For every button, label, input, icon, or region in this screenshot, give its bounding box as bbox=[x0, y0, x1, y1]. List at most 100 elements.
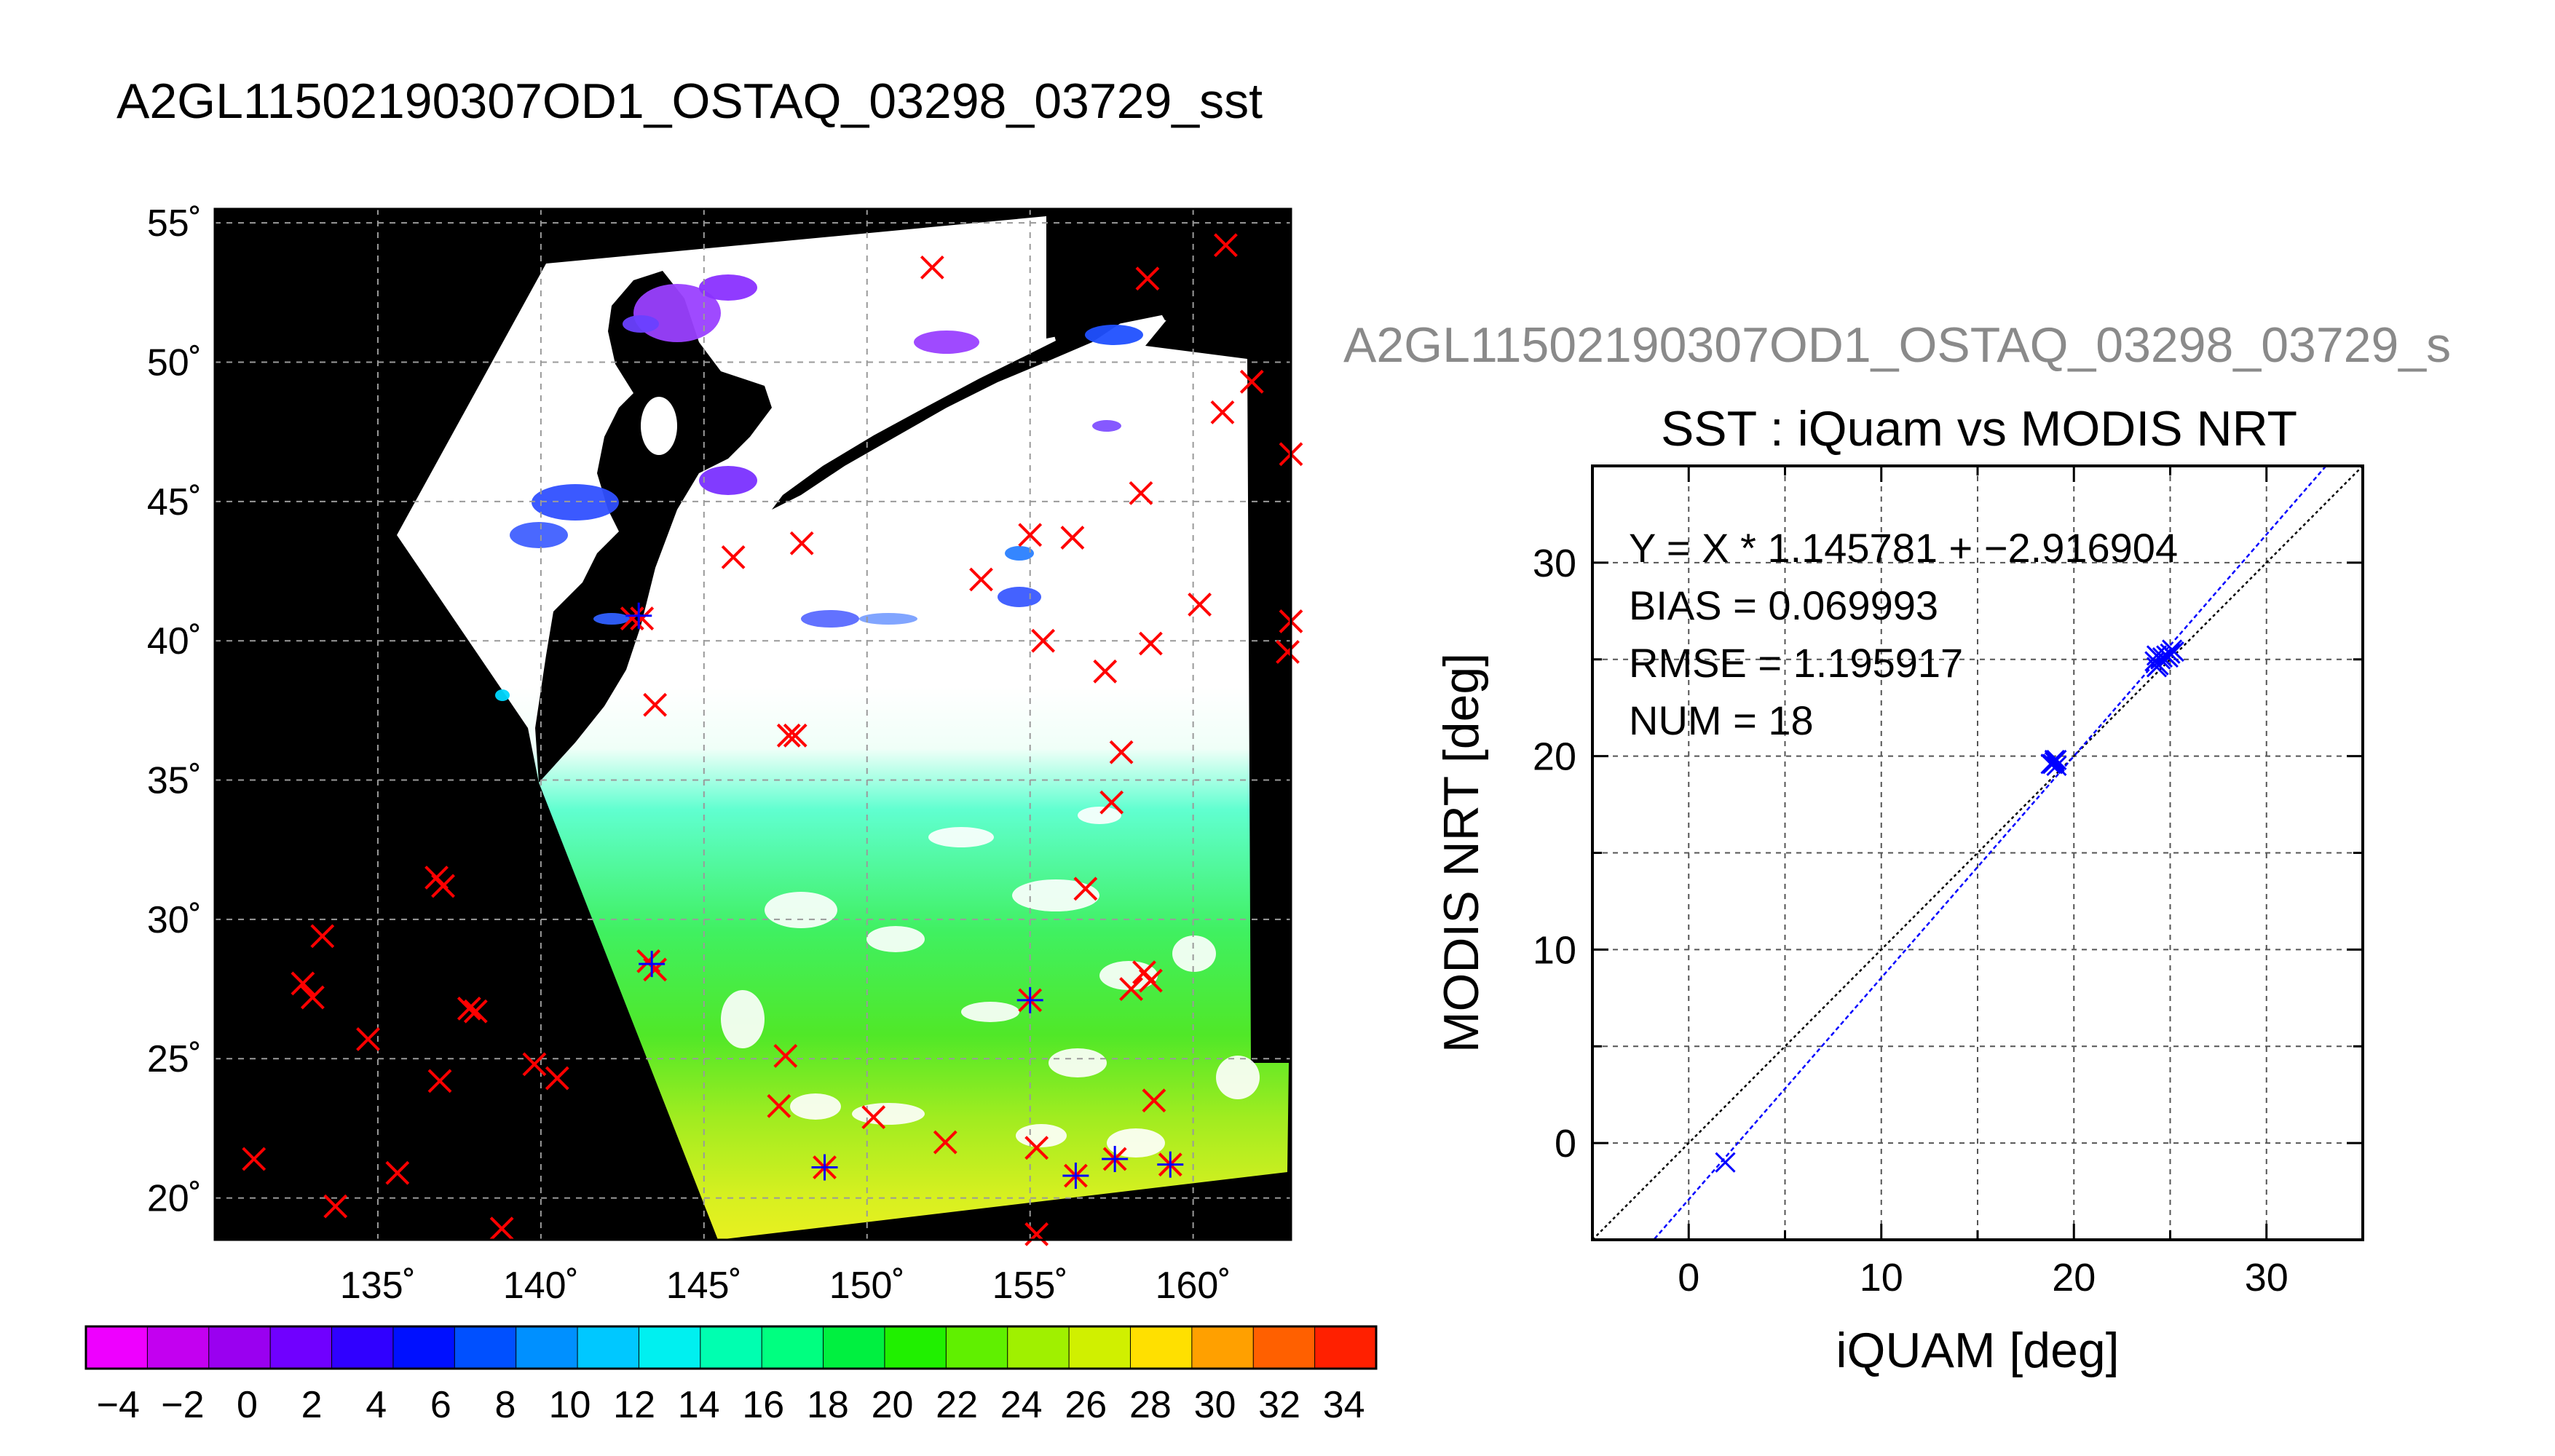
scatter-point bbox=[2157, 647, 2179, 668]
colorbar-tick-label: 16 bbox=[742, 1384, 784, 1426]
sst-patch-14 bbox=[593, 613, 630, 625]
map-lat-tick-label: 20˚ bbox=[147, 1178, 202, 1220]
map-point bbox=[310, 924, 335, 949]
map-point bbox=[489, 1216, 514, 1241]
scatter-stat-line: RMSE = 1.195917 bbox=[1629, 640, 1963, 686]
map-point bbox=[767, 1093, 791, 1118]
cloud-8 bbox=[1216, 1056, 1260, 1099]
cloud-6 bbox=[1172, 935, 1216, 972]
scatter-y-axis-label: MODIS NRT [deg] bbox=[1434, 653, 1489, 1053]
colorbar-segment bbox=[639, 1326, 701, 1369]
colorbar-segment bbox=[86, 1326, 148, 1369]
map-point bbox=[643, 692, 668, 717]
map-lon-tick-label: 155˚ bbox=[992, 1265, 1068, 1307]
map-point bbox=[1018, 523, 1043, 547]
map-point bbox=[861, 1105, 886, 1130]
cloud-3 bbox=[1099, 961, 1158, 990]
map-lon-tick-label: 160˚ bbox=[1156, 1265, 1231, 1307]
colorbar-segment bbox=[823, 1326, 885, 1369]
cloud-1 bbox=[866, 926, 925, 952]
colorbar-segment bbox=[331, 1326, 394, 1369]
colorbar-segment bbox=[1069, 1326, 1131, 1369]
colorbar-tick-label: 32 bbox=[1258, 1384, 1300, 1426]
scatter-x-tick-label: 0 bbox=[1678, 1256, 1699, 1299]
scatter-title: SST : iQuam vs MODIS NRT bbox=[1661, 401, 2297, 456]
colorbar-tick-label: 28 bbox=[1129, 1384, 1172, 1426]
map-point bbox=[1214, 233, 1238, 258]
scatter-stat-line: Y = X * 1.145781 + −2.916904 bbox=[1629, 525, 2178, 571]
cloud-5 bbox=[961, 1002, 1019, 1022]
map-point bbox=[776, 723, 801, 748]
sst-patch-9 bbox=[859, 613, 917, 625]
sst-patch-11 bbox=[623, 315, 659, 333]
map-point bbox=[1276, 640, 1300, 664]
scatter-y-tick-label: 30 bbox=[1533, 542, 1576, 585]
scatter-x-tick-label: 30 bbox=[2245, 1256, 2289, 1299]
colorbar-tick-label: 6 bbox=[430, 1384, 451, 1426]
colorbar-segment bbox=[1314, 1326, 1377, 1369]
scatter-stat-line: NUM = 18 bbox=[1629, 697, 1814, 743]
cloud-12 bbox=[790, 1093, 841, 1120]
scatter-point bbox=[2046, 749, 2067, 771]
colorbar-tick-label: 8 bbox=[494, 1384, 516, 1426]
scatter-point bbox=[2040, 753, 2061, 775]
map-point bbox=[1073, 877, 1098, 901]
sst-patch-7 bbox=[801, 610, 859, 628]
colorbar-segment bbox=[1130, 1326, 1193, 1369]
colorbar-frame bbox=[84, 1325, 1378, 1370]
colorbar-segment bbox=[946, 1326, 1008, 1369]
map-point bbox=[356, 1027, 380, 1051]
map-point bbox=[385, 1160, 410, 1185]
map-point bbox=[933, 1130, 957, 1155]
sst-patch-2 bbox=[532, 484, 619, 521]
map-point bbox=[1239, 369, 1264, 394]
map-point bbox=[463, 999, 488, 1024]
page-title: A2GL11502190307OD1_OSTAQ_03298_03729_sst bbox=[117, 74, 1263, 129]
cloud-2 bbox=[1012, 879, 1099, 911]
sst-patch-1 bbox=[699, 274, 757, 301]
cloud-14 bbox=[1078, 807, 1121, 824]
cloud-0 bbox=[765, 892, 837, 928]
sst-patch-12 bbox=[510, 522, 568, 548]
scatter-y-tick-label: 10 bbox=[1533, 928, 1576, 972]
map-lat-tick-label: 25˚ bbox=[147, 1038, 202, 1080]
map-lat-tick-label: 30˚ bbox=[147, 899, 202, 941]
colorbar-segment bbox=[270, 1326, 333, 1369]
map-point bbox=[721, 545, 746, 569]
colorbar-tick-label: 10 bbox=[549, 1384, 591, 1426]
map-point bbox=[1142, 1088, 1166, 1113]
map-lat-tick-label: 55˚ bbox=[147, 202, 202, 245]
scatter-point bbox=[2046, 755, 2067, 776]
map-point bbox=[1031, 628, 1056, 653]
scatter-x-tick-label: 20 bbox=[2052, 1256, 2096, 1299]
map-point bbox=[291, 971, 315, 996]
map-point bbox=[1210, 400, 1235, 424]
colorbar-tick-label: 20 bbox=[872, 1384, 914, 1426]
map-lat-tick-label: 35˚ bbox=[147, 760, 202, 802]
map-matched-point bbox=[1016, 986, 1043, 1013]
map-point bbox=[783, 723, 807, 748]
colorbar-segment bbox=[577, 1326, 639, 1369]
map-matched-point bbox=[1157, 1151, 1184, 1178]
scatter-lines bbox=[1592, 466, 2363, 1240]
map-lat-tick-label: 40˚ bbox=[147, 620, 202, 662]
map-point bbox=[1099, 790, 1124, 815]
colorbar-tick-label: 26 bbox=[1065, 1384, 1107, 1426]
map-lon-tick-label: 135˚ bbox=[340, 1265, 416, 1307]
land-kamchatka bbox=[1107, 218, 1291, 324]
scatter-stat-line: BIAS = 0.069993 bbox=[1629, 582, 1938, 628]
land-japan-north bbox=[535, 271, 772, 783]
map-matched-point bbox=[1102, 1146, 1129, 1173]
colorbar-tick-label: 24 bbox=[1000, 1384, 1043, 1426]
map-point bbox=[1138, 968, 1163, 993]
map-frame bbox=[213, 207, 1292, 1241]
cloud-4 bbox=[721, 990, 765, 1048]
map-lon-tick-label: 150˚ bbox=[829, 1265, 905, 1307]
scatter-header: A2GL11502190307OD1_OSTAQ_03298_03729_s bbox=[1343, 317, 2451, 373]
map-point bbox=[969, 567, 993, 592]
map-point bbox=[545, 1066, 569, 1091]
colorbar-tick-label: 22 bbox=[936, 1384, 978, 1426]
sst-patch-3 bbox=[699, 466, 757, 495]
map-point bbox=[1024, 1136, 1049, 1160]
